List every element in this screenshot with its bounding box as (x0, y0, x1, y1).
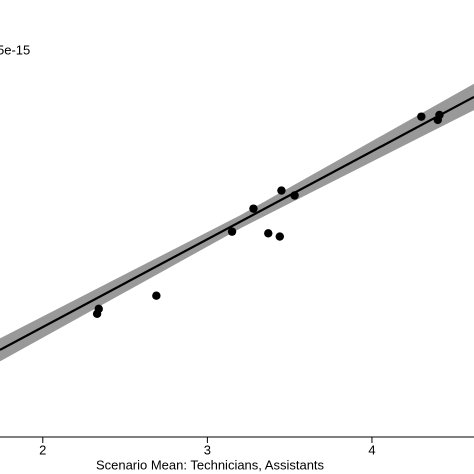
point (227, 227, 237, 236)
point (275, 232, 284, 241)
point (290, 191, 299, 200)
point (264, 229, 273, 238)
point (435, 110, 444, 120)
point (277, 186, 286, 195)
x-tick-label: 2 (39, 442, 46, 457)
point (417, 112, 426, 121)
x-tick-label: 3 (204, 442, 211, 457)
x-tick-label: 4 (368, 442, 375, 457)
point (249, 204, 258, 213)
point (152, 291, 161, 300)
point (92, 309, 102, 318)
fit-line (0, 95, 474, 351)
annotation: 5e-15 (0, 42, 30, 57)
x-axis-label: Scenario Mean: Technicians, Assistants (96, 457, 325, 472)
